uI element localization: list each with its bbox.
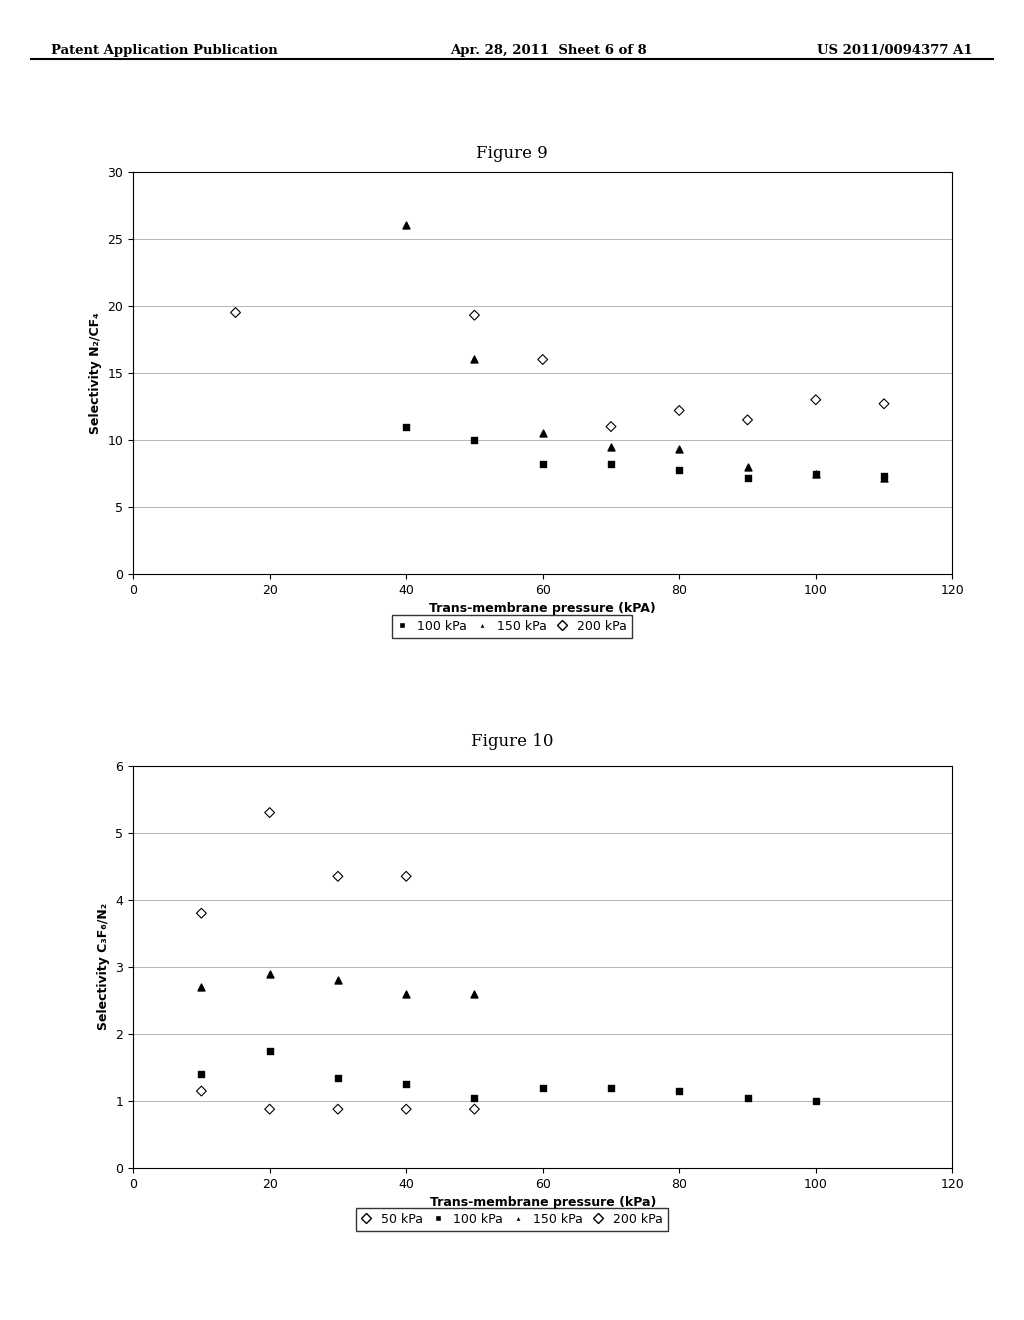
Point	[876, 467, 892, 488]
Point	[466, 305, 482, 326]
Point	[603, 1077, 620, 1098]
Point	[194, 977, 210, 998]
Point	[603, 454, 620, 475]
Point	[330, 1067, 346, 1088]
Point	[398, 416, 415, 437]
Point	[671, 1081, 687, 1102]
Point	[739, 409, 756, 430]
Point	[535, 422, 551, 444]
Point	[194, 1064, 210, 1085]
X-axis label: Trans-membrane pressure (kPa): Trans-membrane pressure (kPa)	[429, 1196, 656, 1209]
Y-axis label: Selectivity C₃F₆/N₂: Selectivity C₃F₆/N₂	[97, 903, 110, 1031]
Point	[194, 1081, 210, 1102]
Y-axis label: Selectivity N₂/CF₄: Selectivity N₂/CF₄	[89, 312, 102, 434]
Point	[535, 454, 551, 475]
Point	[330, 1098, 346, 1119]
Point	[603, 436, 620, 457]
Point	[671, 400, 687, 421]
Point	[876, 393, 892, 414]
Point	[535, 1077, 551, 1098]
Point	[808, 1090, 824, 1111]
Point	[739, 1088, 756, 1109]
Text: Figure 10: Figure 10	[471, 733, 553, 750]
X-axis label: Trans-membrane pressure (kPA): Trans-membrane pressure (kPA)	[429, 602, 656, 615]
Point	[466, 983, 482, 1005]
Text: Apr. 28, 2011  Sheet 6 of 8: Apr. 28, 2011 Sheet 6 of 8	[451, 44, 647, 57]
Text: US 2011/0094377 A1: US 2011/0094377 A1	[817, 44, 973, 57]
Point	[398, 866, 415, 887]
Point	[261, 1040, 278, 1061]
Point	[808, 463, 824, 484]
Point	[603, 416, 620, 437]
Point	[808, 463, 824, 484]
Point	[671, 438, 687, 459]
Point	[398, 215, 415, 236]
Legend: 50 kPa, 100 kPa, 150 kPa, 200 kPa: 50 kPa, 100 kPa, 150 kPa, 200 kPa	[356, 1208, 668, 1230]
Point	[261, 964, 278, 985]
Point	[739, 457, 756, 478]
Point	[466, 1098, 482, 1119]
Point	[227, 302, 244, 323]
Point	[535, 348, 551, 370]
Point	[466, 348, 482, 370]
Point	[876, 466, 892, 487]
Point	[466, 429, 482, 450]
Legend: 100 kPa, 150 kPa, 200 kPa: 100 kPa, 150 kPa, 200 kPa	[392, 615, 632, 638]
Point	[398, 983, 415, 1005]
Point	[671, 459, 687, 480]
Text: Patent Application Publication: Patent Application Publication	[51, 44, 278, 57]
Point	[808, 389, 824, 411]
Point	[261, 1098, 278, 1119]
Point	[194, 903, 210, 924]
Point	[330, 970, 346, 991]
Point	[261, 803, 278, 824]
Point	[330, 866, 346, 887]
Point	[398, 1098, 415, 1119]
Point	[466, 1088, 482, 1109]
Point	[739, 467, 756, 488]
Text: Figure 9: Figure 9	[476, 145, 548, 162]
Point	[398, 1073, 415, 1094]
